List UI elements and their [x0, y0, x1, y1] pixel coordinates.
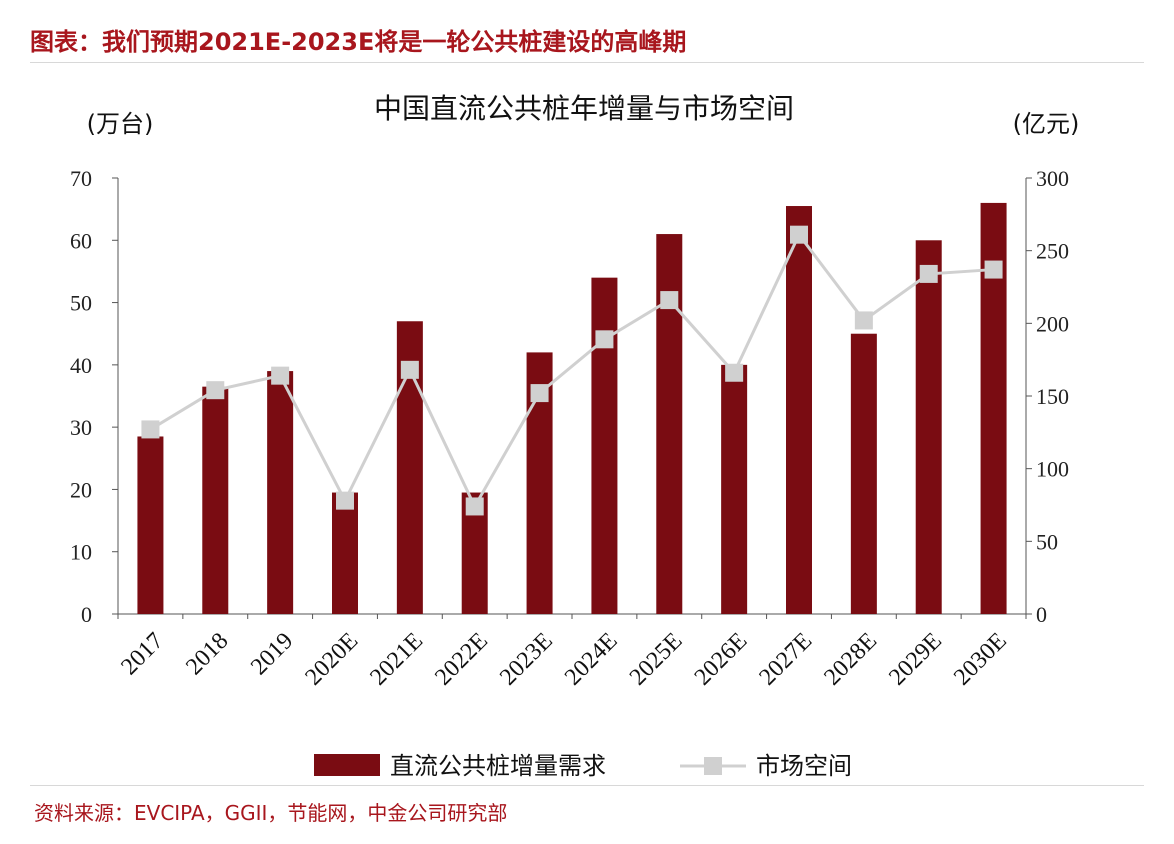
y-axis-left-label: (万台): [87, 110, 154, 138]
line-point-marker: [595, 330, 614, 349]
y-right-tick-label: 150: [1036, 384, 1069, 409]
x-tick-label: 2028E: [819, 628, 882, 691]
y-axis-right-label: (亿元): [1013, 110, 1080, 138]
y-right-tick-label: 50: [1036, 529, 1058, 554]
bar: [267, 371, 294, 614]
y-left-tick-label: 20: [70, 477, 92, 502]
bar: [721, 364, 748, 614]
bar: [137, 436, 164, 614]
y-left-tick-label: 70: [70, 166, 92, 191]
y-right-tick-label: 250: [1036, 239, 1069, 264]
y-left-tick-label: 50: [70, 291, 92, 316]
x-tick-label: 2019: [246, 628, 298, 680]
line-point-marker: [854, 311, 873, 330]
line-point-marker: [400, 360, 419, 379]
x-tick-label: 2030E: [949, 628, 1012, 691]
legend-line-marker: [704, 757, 722, 775]
x-tick-label: 2022E: [430, 628, 493, 691]
y-left-tick-label: 30: [70, 415, 92, 440]
x-tick-label: 2029E: [884, 628, 947, 691]
legend-bar-label: 直流公共桩增量需求: [390, 752, 606, 780]
x-tick-label: 2027E: [755, 628, 818, 691]
y-right-tick-label: 200: [1036, 311, 1069, 336]
market-size-line: [149, 231, 994, 510]
x-tick-label: 2024E: [560, 628, 623, 691]
line-point-marker: [336, 491, 354, 510]
line-point-marker: [465, 497, 484, 516]
y-right-tick-label: 0: [1036, 602, 1047, 627]
line-point-marker: [725, 363, 744, 382]
bar: [915, 240, 942, 615]
line-point-marker: [919, 264, 938, 283]
line-point-marker: [790, 225, 808, 244]
line-point-marker: [206, 381, 225, 400]
bar: [786, 206, 812, 614]
x-tick-label: 2023E: [495, 628, 558, 691]
bar: [332, 492, 358, 614]
y-left-tick-label: 40: [70, 353, 92, 378]
line-point-marker: [530, 384, 549, 403]
footer-divider: [30, 785, 1144, 786]
y-left-tick-label: 10: [70, 540, 92, 565]
line-point-marker: [141, 420, 160, 439]
bar: [850, 333, 877, 614]
x-tick-label: 2025E: [625, 628, 688, 691]
x-tick-label: 2021E: [365, 628, 428, 691]
header-divider: [30, 62, 1144, 63]
line-point-marker: [984, 260, 1003, 279]
y-left-tick-label: 60: [70, 228, 92, 253]
legend-line-label: 市场空间: [756, 752, 852, 780]
bar: [591, 277, 618, 614]
x-tick-label: 2017: [116, 628, 168, 680]
y-right-tick-label: 300: [1036, 166, 1069, 191]
bar: [202, 386, 229, 614]
legend-bar-swatch: [314, 754, 380, 776]
chart-title: 中国直流公共桩年增量与市场空间: [374, 92, 794, 125]
y-right-tick-label: 100: [1036, 457, 1069, 482]
line-point-marker: [271, 366, 290, 385]
x-tick-label: 2020E: [301, 628, 364, 691]
bar: [656, 234, 683, 615]
x-tick-label: 2018: [181, 628, 233, 680]
source-note: 资料来源：EVCIPA，GGII，节能网，中金公司研究部: [34, 801, 508, 825]
line-point-marker: [660, 291, 679, 310]
x-tick-label: 2026E: [690, 628, 753, 691]
y-left-tick-label: 0: [81, 602, 92, 627]
chart-header-title: 图表：我们预期2021E-2023E将是一轮公共桩建设的高峰期: [30, 28, 687, 56]
